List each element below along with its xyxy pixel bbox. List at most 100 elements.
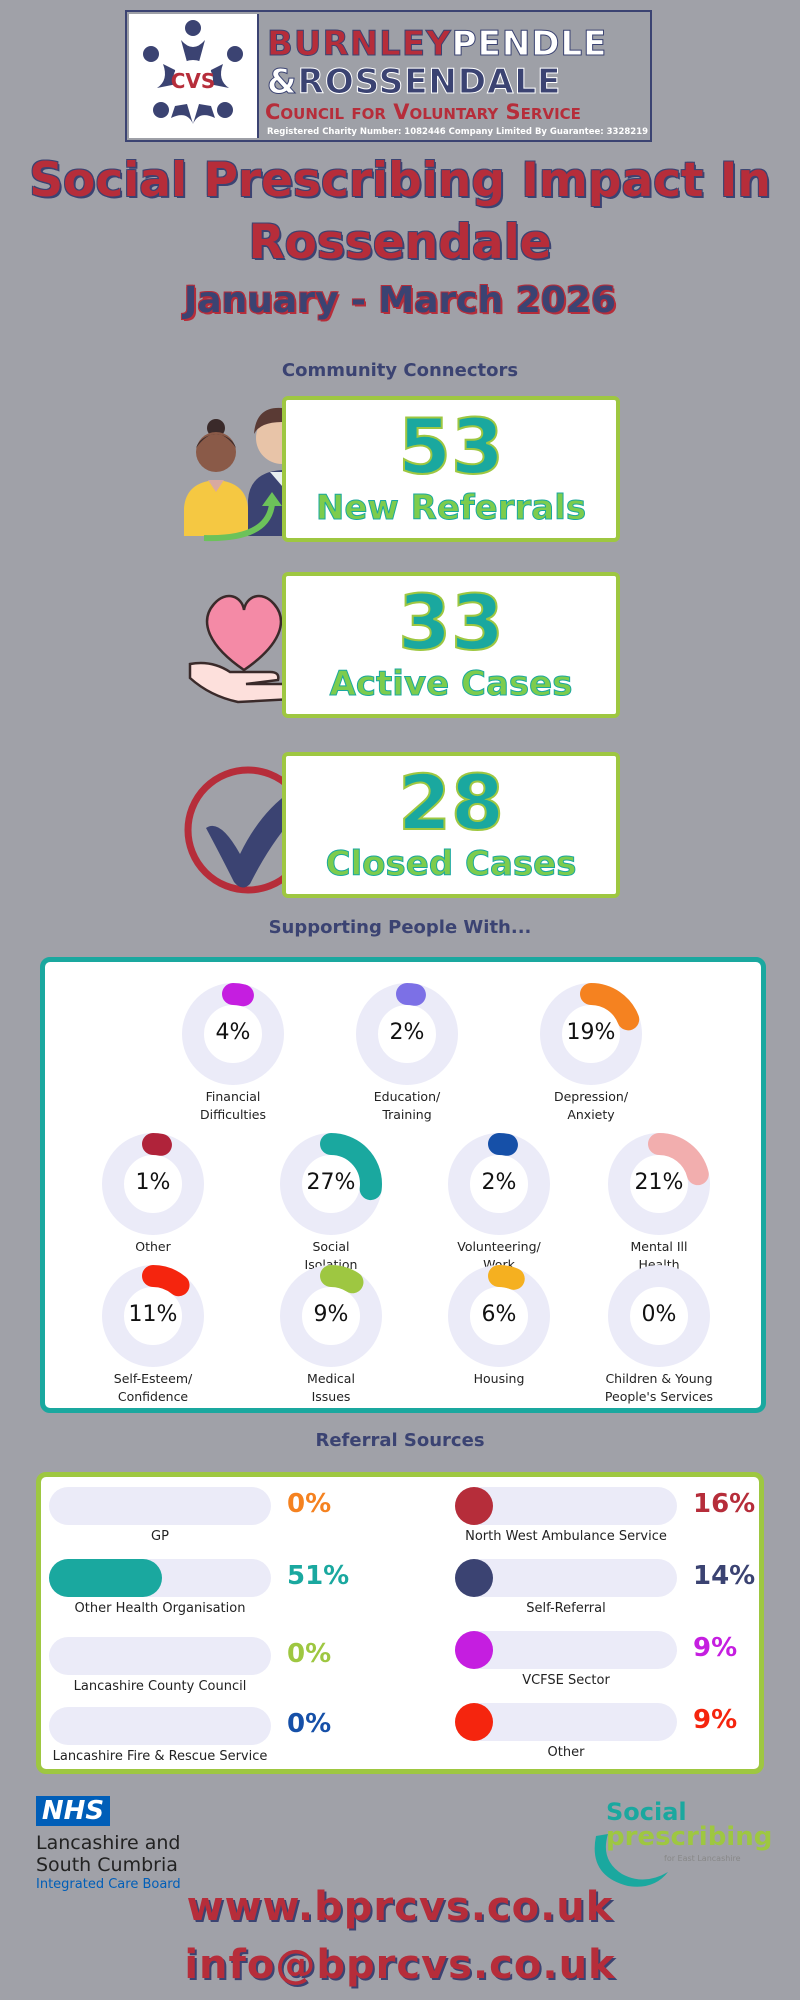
- bar-label: North West Ambulance Service: [465, 1529, 667, 1544]
- donut-item: 6% Housing: [447, 1264, 551, 1414]
- donut-label-line: Volunteering/: [457, 1239, 541, 1254]
- donut-item: 0% Children & Young People's Services: [605, 1264, 713, 1414]
- bar-label: Self-Referral: [526, 1601, 606, 1616]
- nhs-line-1: Lancashire and: [36, 1832, 181, 1854]
- donut-percent: 4%: [215, 1020, 251, 1045]
- donut-item: 27% Social Isolation: [279, 1132, 383, 1282]
- bar-fill: [49, 1559, 163, 1597]
- logo-burnley: BURNLEY: [267, 24, 452, 65]
- logo-pendle: PENDLE: [451, 24, 608, 65]
- donut-chart: [102, 1133, 204, 1235]
- donut-label-line: Medical: [307, 1371, 355, 1386]
- logo-line-2: &ROSSENDALE: [267, 62, 561, 103]
- donut-chart: [608, 1265, 710, 1367]
- donut-chart: [448, 1133, 550, 1235]
- donut-label: Children & Young People's Services: [584, 1370, 734, 1406]
- donut-item: 9% Medical Issues: [279, 1264, 383, 1414]
- bar-percent: 9%: [693, 1705, 738, 1735]
- bar-track: [455, 1487, 677, 1525]
- donut-label-line: Issues: [311, 1389, 351, 1404]
- email-link[interactable]: info@bprcvs.co.uk: [184, 1942, 616, 1988]
- heart-hand-icon: [188, 594, 314, 704]
- donut-percent: 19%: [566, 1020, 616, 1045]
- bar-percent: 51%: [287, 1561, 350, 1591]
- nhs-line-2: South Cumbria: [36, 1854, 178, 1876]
- cvs-emblem-text: CVS: [171, 69, 216, 93]
- donut-item: 1% Other: [101, 1132, 205, 1282]
- donut-arc: [448, 1265, 550, 1367]
- donut-label-line: Depression/: [553, 1089, 629, 1104]
- bar-percent: 0%: [287, 1639, 332, 1669]
- donut-item: 21% Mental Ill Health: [607, 1132, 711, 1282]
- donut-arc: [280, 1265, 382, 1367]
- donut-item: 2% Education/Training: [355, 982, 459, 1132]
- donut-chart: [608, 1133, 710, 1235]
- sp-line-1: Social: [606, 1798, 687, 1826]
- donut-label-line: Housing: [473, 1371, 525, 1386]
- donut-chart: [280, 1265, 382, 1367]
- donut-item: 2% Volunteering/Work: [447, 1132, 551, 1282]
- donut-label: Housing: [424, 1370, 574, 1388]
- bar-percent: 0%: [287, 1489, 332, 1519]
- donut-label: Other: [78, 1238, 228, 1256]
- stat-new-referrals: 53 New Referrals: [282, 396, 620, 542]
- donut-label-line: Anxiety: [567, 1107, 615, 1122]
- donut-arc: [448, 1133, 550, 1235]
- stat-label: New Referrals: [315, 488, 587, 529]
- donut-label-line: Mental Ill: [630, 1239, 688, 1254]
- bar-percent: 0%: [287, 1709, 332, 1739]
- bar-fill: [455, 1631, 493, 1669]
- donut-chart: [102, 1265, 204, 1367]
- support-heading: Supporting People With...: [268, 917, 532, 938]
- donut-label-line: Confidence: [117, 1389, 189, 1404]
- nhs-line-3: Integrated Care Board: [36, 1877, 181, 1892]
- sp-line-3: for East Lancashire: [664, 1854, 741, 1863]
- referral-heading: Referral Sources: [315, 1430, 485, 1451]
- donut-percent: 21%: [634, 1170, 684, 1195]
- logo-registration: Registered Charity Number: 1082446 Compa…: [267, 127, 649, 137]
- logo-line-1: BURNLEYPENDLE: [267, 24, 608, 65]
- donut-percent: 1%: [135, 1170, 171, 1195]
- bar-track: [455, 1559, 677, 1597]
- support-panel: 4% Financial Difficulties 2% Education/Train…: [40, 957, 766, 1413]
- donut-arc: [182, 983, 284, 1085]
- social-prescribing-logo: Social prescribing for East Lancashire: [584, 1798, 772, 1892]
- bar-track: [49, 1637, 271, 1675]
- people-circle-icon: CVS: [143, 20, 243, 124]
- donut-arc: [280, 1133, 382, 1235]
- bar-label: Other Health Organisation: [74, 1601, 246, 1616]
- sp-line-2: prescribing: [606, 1822, 773, 1852]
- bar-percent: 16%: [693, 1489, 756, 1519]
- website-link[interactable]: www.bprcvs.co.uk: [186, 1884, 614, 1930]
- donut-label: Medical Issues: [256, 1370, 406, 1406]
- donut-label: Education/Training: [332, 1088, 482, 1124]
- bar-track: [455, 1703, 677, 1741]
- bar-track: [455, 1631, 677, 1669]
- bar-label: VCFSE Sector: [522, 1673, 610, 1688]
- logo-ampersand: &: [267, 62, 298, 103]
- donut-label-line: Education/: [373, 1089, 441, 1104]
- stat-value: 28: [397, 757, 505, 848]
- donut-label: Depression/Anxiety: [516, 1088, 666, 1124]
- cvs-emblem: CVS: [129, 14, 259, 138]
- donut-percent: 6%: [481, 1302, 517, 1327]
- donut-arc: [102, 1265, 204, 1367]
- donut-label-line: Training: [382, 1107, 432, 1122]
- donut-item: 4% Financial Difficulties: [181, 982, 285, 1132]
- donut-chart: [540, 983, 642, 1085]
- donut-chart: [356, 983, 458, 1085]
- donut-percent: 2%: [481, 1170, 517, 1195]
- connectors-heading: Community Connectors: [281, 360, 519, 381]
- nhs-badge: NHS: [36, 1796, 110, 1826]
- donut-track: [608, 1265, 710, 1367]
- page-subtitle: January - March 2026: [183, 280, 617, 321]
- donut-label-line: People's Services: [604, 1389, 714, 1404]
- bar-track: [49, 1707, 271, 1745]
- donut-chart: [280, 1133, 382, 1235]
- donut-label: Self-Esteem/Confidence: [78, 1370, 228, 1406]
- donut-chart: [182, 983, 284, 1085]
- donut-label-line: Social: [312, 1239, 350, 1254]
- page-title: Social Prescribing Impact In Rossendale: [29, 153, 771, 270]
- bar-label: Lancashire County Council: [73, 1679, 247, 1694]
- donut-label-line: Self-Esteem/: [113, 1371, 193, 1386]
